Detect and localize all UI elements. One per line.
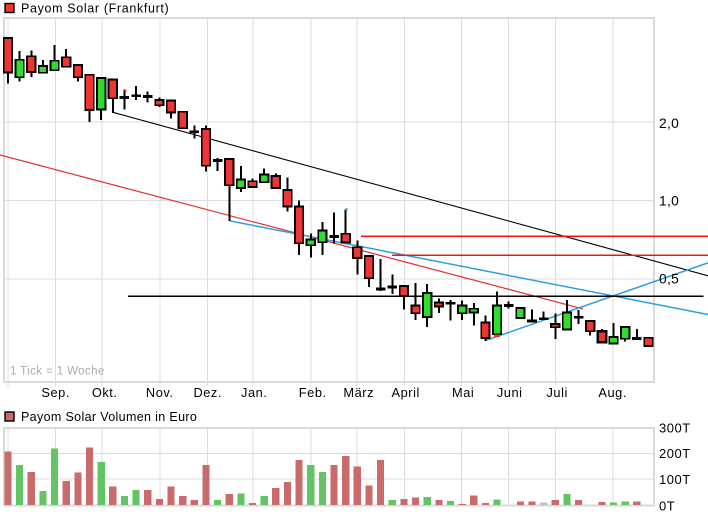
svg-text:1 Tick = 1 Woche: 1 Tick = 1 Woche bbox=[10, 366, 105, 378]
svg-text:0,5: 0,5 bbox=[659, 272, 679, 287]
svg-text:300T: 300T bbox=[659, 420, 691, 435]
svg-text:Feb.: Feb. bbox=[299, 385, 327, 400]
svg-text:1,0: 1,0 bbox=[659, 193, 679, 208]
svg-text:April: April bbox=[392, 385, 420, 400]
svg-text:Juni: Juni bbox=[497, 385, 523, 400]
svg-text:Juli: Juli bbox=[546, 385, 567, 400]
svg-text:März: März bbox=[343, 385, 374, 400]
svg-text:Payom Solar (Frankfurt): Payom Solar (Frankfurt) bbox=[21, 2, 169, 16]
svg-text:200T: 200T bbox=[659, 446, 691, 461]
svg-text:Jan.: Jan. bbox=[241, 385, 267, 400]
svg-text:Mai: Mai bbox=[452, 385, 474, 400]
svg-text:2,0: 2,0 bbox=[659, 116, 679, 131]
svg-text:Nov.: Nov. bbox=[146, 385, 174, 400]
svg-text:Sep.: Sep. bbox=[41, 385, 70, 400]
svg-text:Okt.: Okt. bbox=[92, 385, 118, 400]
svg-text:Aug.: Aug. bbox=[598, 385, 627, 400]
svg-text:0T: 0T bbox=[659, 498, 675, 513]
svg-text:Payom Solar Volumen in Euro: Payom Solar Volumen in Euro bbox=[21, 410, 197, 424]
svg-text:100T: 100T bbox=[659, 472, 691, 487]
svg-text:Dez.: Dez. bbox=[193, 385, 222, 400]
